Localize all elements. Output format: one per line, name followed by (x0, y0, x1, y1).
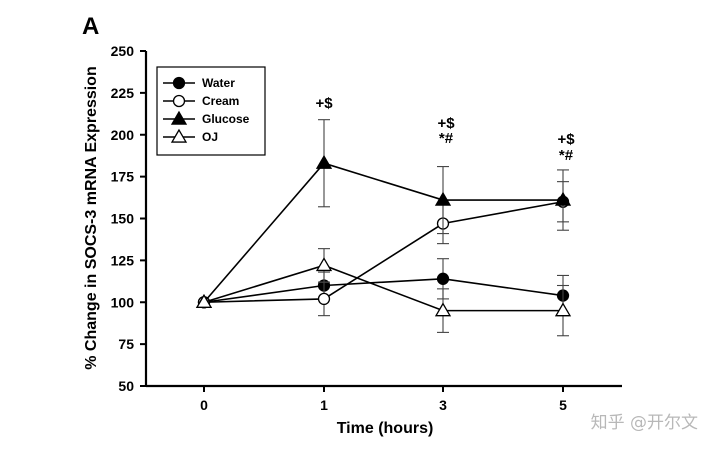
legend-label: Water (202, 76, 235, 90)
legend-item-water: Water (163, 76, 235, 90)
watermark: 知乎 @开尔文 (591, 413, 698, 433)
legend-item-cream: Cream (163, 94, 239, 108)
panel-label: A (82, 13, 99, 40)
data-point (434, 191, 452, 206)
legend-marker (170, 128, 188, 143)
data-point (317, 292, 331, 306)
data-point (315, 257, 333, 272)
x-tick-label: 5 (559, 397, 567, 413)
series-line (203, 264, 563, 312)
y-tick-label: 150 (111, 211, 135, 227)
series-line (203, 277, 564, 304)
legend-item-oj: OJ (163, 128, 218, 144)
y-tick-label: 100 (111, 294, 135, 310)
series-oj (195, 248, 572, 337)
y-tick-label: 225 (111, 85, 135, 101)
x-tick-label: 3 (439, 397, 447, 413)
data-point (436, 272, 450, 285)
legend-label: Cream (202, 94, 239, 108)
legend-label: OJ (202, 130, 218, 144)
y-axis-title: % Change in SOCS-3 mRNA Expression (83, 66, 100, 369)
legend-item-glucose: Glucose (163, 110, 250, 126)
legend-marker (170, 110, 188, 125)
x-tick-label: 0 (200, 397, 208, 413)
data-point (315, 154, 333, 169)
annotation-label: *# (559, 147, 574, 164)
x-tick-label: 1 (320, 397, 328, 413)
significance-annotations: +$+$*# +$*# (315, 95, 575, 164)
series-line (203, 200, 564, 304)
y-ticks: 50 75 100 125 150 175 200 225 250 (111, 43, 146, 394)
series-line (203, 162, 563, 303)
legend-marker (172, 76, 186, 90)
data-point (434, 302, 452, 317)
y-tick-label: 175 (111, 169, 135, 185)
x-axis-title: Time (hours) (337, 420, 434, 437)
y-tick-label: 250 (111, 43, 135, 59)
annotation-label: +$ (437, 115, 455, 132)
legend-marker (172, 94, 186, 108)
legend-label: Glucose (202, 112, 250, 126)
annotation-label: +$ (557, 131, 575, 148)
plot-area (195, 119, 572, 337)
annotation-label: *# (439, 130, 454, 147)
y-tick-label: 200 (111, 127, 135, 143)
legend: Water Cream Glucose OJ (156, 66, 266, 156)
annotation-label: +$ (315, 95, 333, 112)
data-point (554, 191, 572, 206)
y-tick-label: 125 (111, 252, 135, 268)
y-tick-label: 50 (118, 378, 134, 394)
data-point (195, 293, 213, 308)
data-point (554, 302, 572, 317)
x-ticks: 0 1 3 5 (200, 386, 567, 413)
y-tick-label: 75 (118, 336, 134, 352)
